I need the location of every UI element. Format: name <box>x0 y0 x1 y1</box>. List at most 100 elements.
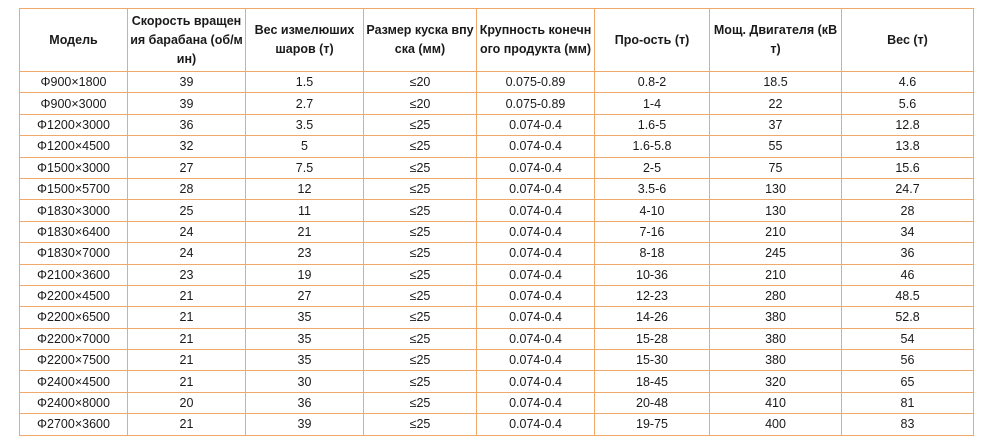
table-row: Φ900×1800 39 1.5 ≤20 0.075-0.89 0.8-2 18.5 4.6 <box>19 70 974 94</box>
cell-model: Φ2200×4500 <box>19 284 128 308</box>
header-ball-weight: Вес измелюших шаров (т) <box>245 8 364 72</box>
cell-model: Φ2200×7500 <box>19 349 128 372</box>
cell-weight: 54 <box>841 327 974 351</box>
cell-ball-weight: 11 <box>245 199 364 222</box>
cell-product-size: 0.074-0.4 <box>476 263 595 286</box>
cell-model: Φ2400×8000 <box>19 391 128 415</box>
cell-capacity: 20-48 <box>594 391 710 415</box>
cell-drum-speed: 39 <box>127 92 246 115</box>
cell-motor-power: 75 <box>709 156 842 179</box>
cell-weight: 65 <box>841 370 974 393</box>
cell-ball-weight: 30 <box>245 370 364 393</box>
table-row: Φ1500×5700 28 12 ≤25 0.074-0.4 3.5-6 130 24.7 <box>19 177 974 201</box>
cell-ball-weight: 27 <box>245 284 364 308</box>
cell-capacity: 7-16 <box>594 220 710 244</box>
cell-product-size: 0.074-0.4 <box>476 177 595 201</box>
table-row: Φ2400×4500 21 30 ≤25 0.074-0.4 18-45 320 65 <box>19 370 974 393</box>
cell-drum-speed: 20 <box>127 391 246 415</box>
cell-drum-speed: 36 <box>127 113 246 137</box>
cell-model: Φ1830×6400 <box>19 220 128 244</box>
cell-ball-weight: 23 <box>245 242 364 265</box>
cell-product-size: 0.074-0.4 <box>476 349 595 372</box>
cell-capacity: 1.6-5 <box>594 113 710 137</box>
cell-product-size: 0.074-0.4 <box>476 113 595 137</box>
cell-feed-size: ≤25 <box>363 242 477 265</box>
cell-model: Φ1500×3000 <box>19 156 128 179</box>
cell-weight: 4.6 <box>841 70 974 94</box>
header-motor-power: Мощ. Двигателя (кВ т) <box>709 8 842 72</box>
cell-drum-speed: 21 <box>127 349 246 372</box>
cell-model: Φ2200×6500 <box>19 306 128 329</box>
cell-ball-weight: 3.5 <box>245 113 364 137</box>
cell-feed-size: ≤25 <box>363 370 477 393</box>
cell-weight: 34 <box>841 220 974 244</box>
table-row: Φ1830×6400 24 21 ≤25 0.074-0.4 7-16 210 34 <box>19 220 974 244</box>
cell-motor-power: 210 <box>709 220 842 244</box>
cell-product-size: 0.074-0.4 <box>476 370 595 393</box>
cell-weight: 15.6 <box>841 156 974 179</box>
cell-product-size: 0.074-0.4 <box>476 306 595 329</box>
table-row: Φ1200×3000 36 3.5 ≤25 0.074-0.4 1.6-5 37 12.8 <box>19 113 974 137</box>
table-header-row: Модель Скорость вращения барабана (об/ми… <box>19 8 974 72</box>
table-row: Φ2200×7000 21 35 ≤25 0.074-0.4 15-28 380 54 <box>19 327 974 351</box>
cell-ball-weight: 1.5 <box>245 70 364 94</box>
cell-ball-weight: 19 <box>245 263 364 286</box>
table-body: Φ900×1800 39 1.5 ≤20 0.075-0.89 0.8-2 18.5 4.6 Φ… <box>19 70 974 436</box>
spec-table-container: Модель Скорость вращения барабана (об/ми… <box>19 8 974 436</box>
cell-capacity: 15-30 <box>594 349 710 372</box>
cell-drum-speed: 24 <box>127 242 246 265</box>
cell-drum-speed: 24 <box>127 220 246 244</box>
cell-product-size: 0.074-0.4 <box>476 284 595 308</box>
table-row: Φ900×3000 39 2.7 ≤20 0.075-0.89 1-4 22 5.6 <box>19 92 974 115</box>
cell-motor-power: 55 <box>709 135 842 158</box>
cell-drum-speed: 39 <box>127 70 246 94</box>
table-row: Φ1830×3000 25 11 ≤25 0.074-0.4 4-10 130 28 <box>19 199 974 222</box>
ball-mill-spec-table: Модель Скорость вращения барабана (об/ми… <box>19 8 974 436</box>
cell-feed-size: ≤25 <box>363 327 477 351</box>
cell-motor-power: 37 <box>709 113 842 137</box>
table-row: Φ2200×6500 21 35 ≤25 0.074-0.4 14-26 380 52.8 <box>19 306 974 329</box>
cell-drum-speed: 21 <box>127 327 246 351</box>
cell-product-size: 0.075-0.89 <box>476 92 595 115</box>
table-row: Φ1830×7000 24 23 ≤25 0.074-0.4 8-18 245 36 <box>19 242 974 265</box>
cell-weight: 81 <box>841 391 974 415</box>
cell-feed-size: ≤20 <box>363 70 477 94</box>
table-row: Φ2200×7500 21 35 ≤25 0.074-0.4 15-30 380 56 <box>19 349 974 372</box>
cell-weight: 48.5 <box>841 284 974 308</box>
cell-drum-speed: 21 <box>127 284 246 308</box>
cell-capacity: 18-45 <box>594 370 710 393</box>
cell-model: Φ2400×4500 <box>19 370 128 393</box>
cell-drum-speed: 28 <box>127 177 246 201</box>
cell-feed-size: ≤25 <box>363 113 477 137</box>
cell-capacity: 15-28 <box>594 327 710 351</box>
cell-drum-speed: 32 <box>127 135 246 158</box>
cell-product-size: 0.074-0.4 <box>476 220 595 244</box>
cell-product-size: 0.074-0.4 <box>476 135 595 158</box>
cell-weight: 46 <box>841 263 974 286</box>
cell-ball-weight: 2.7 <box>245 92 364 115</box>
cell-feed-size: ≤25 <box>363 284 477 308</box>
cell-feed-size: ≤25 <box>363 220 477 244</box>
cell-feed-size: ≤25 <box>363 391 477 415</box>
cell-weight: 52.8 <box>841 306 974 329</box>
cell-model: Φ1200×4500 <box>19 135 128 158</box>
cell-motor-power: 380 <box>709 327 842 351</box>
cell-model: Φ1830×7000 <box>19 242 128 265</box>
cell-feed-size: ≤20 <box>363 92 477 115</box>
header-capacity: Про-ость (т) <box>594 8 710 72</box>
cell-ball-weight: 5 <box>245 135 364 158</box>
cell-motor-power: 130 <box>709 177 842 201</box>
cell-model: Φ900×1800 <box>19 70 128 94</box>
cell-ball-weight: 12 <box>245 177 364 201</box>
cell-ball-weight: 35 <box>245 349 364 372</box>
cell-motor-power: 410 <box>709 391 842 415</box>
table-row: Φ1200×4500 32 5 ≤25 0.074-0.4 1.6-5.8 55 13.8 <box>19 135 974 158</box>
cell-drum-speed: 21 <box>127 306 246 329</box>
header-model: Модель <box>19 8 128 72</box>
cell-model: Φ1830×3000 <box>19 199 128 222</box>
cell-feed-size: ≤25 <box>363 199 477 222</box>
cell-motor-power: 210 <box>709 263 842 286</box>
cell-capacity: 4-10 <box>594 199 710 222</box>
cell-product-size: 0.074-0.4 <box>476 391 595 415</box>
cell-product-size: 0.074-0.4 <box>476 327 595 351</box>
